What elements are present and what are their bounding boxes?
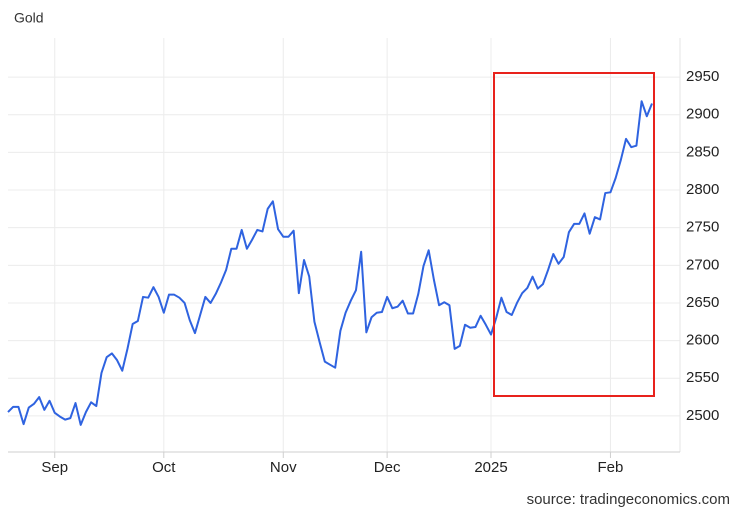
y-tick-label: 2750 (686, 219, 719, 236)
x-tick-label: Sep (41, 459, 68, 476)
x-tick-label: Nov (270, 459, 297, 476)
x-tick-label: 2025 (474, 459, 507, 476)
highlight-box (493, 72, 655, 397)
x-tick-label: Feb (598, 459, 624, 476)
y-tick-label: 2600 (686, 332, 719, 349)
y-tick-label: 2650 (686, 294, 719, 311)
y-tick-label: 2850 (686, 143, 719, 160)
source: source: tradingeconomics.com (527, 491, 730, 508)
y-tick-label: 2900 (686, 106, 719, 123)
y-tick-label: 2800 (686, 181, 719, 198)
y-tick-label: 2700 (686, 256, 719, 273)
price-line (7, 100, 653, 426)
y-tick-label: 2950 (686, 68, 719, 85)
x-tick-label: Dec (374, 459, 401, 476)
chart-title: Gold (14, 10, 44, 26)
y-tick-label: 2500 (686, 407, 719, 424)
y-tick-label: 2550 (686, 369, 719, 386)
x-tick-label: Oct (152, 459, 176, 476)
